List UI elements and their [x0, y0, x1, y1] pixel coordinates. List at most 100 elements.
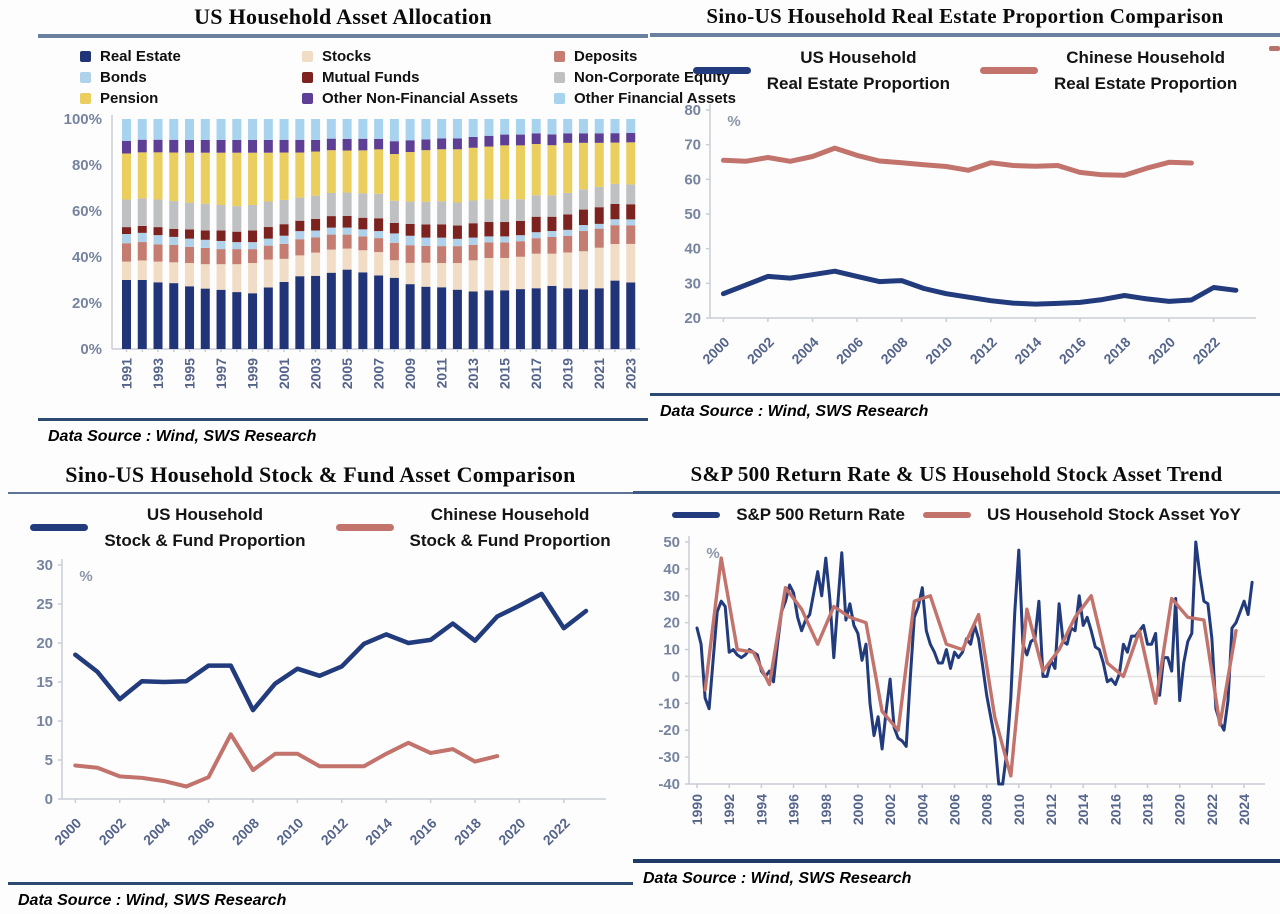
bar-segment	[279, 139, 289, 153]
bar-segment	[326, 216, 336, 228]
x-tick-label: 2014	[1011, 334, 1044, 367]
bar-segment	[405, 284, 415, 349]
legend-item: US Household Real Estate Proportion	[692, 45, 950, 96]
y-tick-label: 10	[36, 713, 53, 730]
bar-segment	[153, 282, 163, 349]
legend-label-line1: Chinese Household	[1066, 48, 1225, 67]
bar-segment	[452, 225, 462, 239]
bar-segment	[437, 287, 447, 349]
y-tick-label: 20%	[72, 295, 102, 312]
bar-segment	[563, 252, 573, 289]
bar-segment	[216, 240, 226, 250]
legend-swatch	[80, 51, 91, 62]
bar-segment	[137, 119, 147, 140]
y-tick-label: 20	[663, 614, 680, 631]
bar-segment	[594, 142, 604, 187]
bar-segment	[389, 277, 399, 349]
legend-label: Real Estate	[100, 48, 181, 65]
legend-item: Other Financial Assets	[554, 90, 736, 107]
legend-item: US Household Stock & Fund Proportion	[30, 502, 306, 553]
y-tick-label: 40	[684, 241, 701, 258]
bar-segment	[610, 225, 620, 245]
x-tick-label: 2010	[1011, 793, 1027, 824]
bar-segment	[169, 283, 179, 349]
panel-sp500-trend: S&P 500 Return Rate & US Household Stock…	[633, 462, 1280, 888]
bar-segment	[515, 220, 525, 236]
bar-segment	[122, 261, 131, 280]
bar-segment	[578, 231, 588, 252]
bar-segment	[563, 214, 573, 230]
bar-segment	[295, 139, 305, 153]
x-tick-label: 2000	[51, 815, 84, 848]
x-tick-label: 2022	[1204, 793, 1220, 824]
bar-segment	[578, 251, 588, 290]
x-tick-label: 2004	[914, 793, 930, 824]
bar-segment	[263, 227, 273, 239]
bar-segment	[326, 272, 336, 349]
clipped-legend-mark	[1269, 46, 1280, 51]
legend-item: Bonds	[80, 69, 302, 86]
divider	[38, 34, 648, 38]
bar-segment	[578, 142, 588, 190]
bar-segment	[358, 250, 368, 273]
bar-segment	[610, 133, 620, 143]
bar-segment	[500, 119, 510, 135]
bar-segment	[626, 119, 636, 134]
legend-item: US Household Stock Asset YoY	[923, 502, 1241, 528]
bar-segment	[263, 139, 273, 153]
x-tick-label: 2006	[833, 334, 866, 367]
x-tick-label: 1994	[753, 793, 769, 824]
divider	[8, 882, 633, 885]
bar-segment	[515, 145, 525, 200]
unit-label: %	[79, 568, 92, 585]
bar-segment	[248, 152, 258, 205]
bar-segment	[169, 244, 179, 263]
bar-segment	[500, 222, 510, 237]
bar-segment	[610, 244, 620, 281]
bar-segment	[122, 280, 131, 349]
unit-label: %	[706, 545, 719, 562]
bar-segment	[405, 152, 415, 202]
bar-segment	[185, 202, 195, 230]
bar-segment	[279, 119, 289, 140]
legend-label-line2: Stock & Fund Proportion	[104, 530, 306, 550]
x-tick-label: 2021	[591, 358, 607, 389]
bar-segment	[169, 236, 179, 245]
bar-segment	[484, 119, 494, 136]
bar-segment	[500, 145, 510, 200]
bar-segment	[531, 195, 541, 217]
bar-segment	[358, 119, 368, 139]
bar-segment	[468, 136, 478, 148]
bar-segment	[578, 189, 588, 210]
bar-segment	[232, 152, 242, 207]
series-line	[73, 732, 500, 789]
bar-segment	[200, 152, 210, 204]
bar-segment	[137, 260, 147, 280]
bar-segment	[342, 234, 352, 249]
bar-segment	[342, 138, 352, 151]
bar-segment	[594, 119, 604, 134]
bar-segment	[311, 252, 321, 276]
bar-segment	[248, 293, 258, 349]
y-tick-label: 50	[663, 534, 680, 551]
bar-segment	[484, 236, 494, 243]
bar-segment	[122, 243, 131, 262]
bar-segment	[295, 255, 305, 277]
bar-segment	[500, 199, 510, 223]
divider	[8, 492, 633, 494]
bar-segment	[626, 184, 636, 205]
legend-swatch	[692, 67, 751, 74]
panel-real-estate-comparison: Sino-US Household Real Estate Proportion…	[650, 4, 1280, 421]
x-tick-label: 2024	[1236, 793, 1252, 824]
bar-segment	[563, 235, 573, 253]
x-tick-label: 2015	[497, 358, 513, 389]
page-title: Sino-US Household Real Estate Proportion…	[706, 4, 1224, 28]
x-tick-label: 2020	[495, 815, 528, 848]
bar-segment	[452, 246, 462, 264]
x-tick-label: 2003	[308, 358, 324, 389]
bar-segment	[578, 225, 588, 232]
legend-swatch	[554, 93, 565, 104]
bar-segment	[374, 252, 384, 276]
bar-segment	[405, 201, 415, 224]
